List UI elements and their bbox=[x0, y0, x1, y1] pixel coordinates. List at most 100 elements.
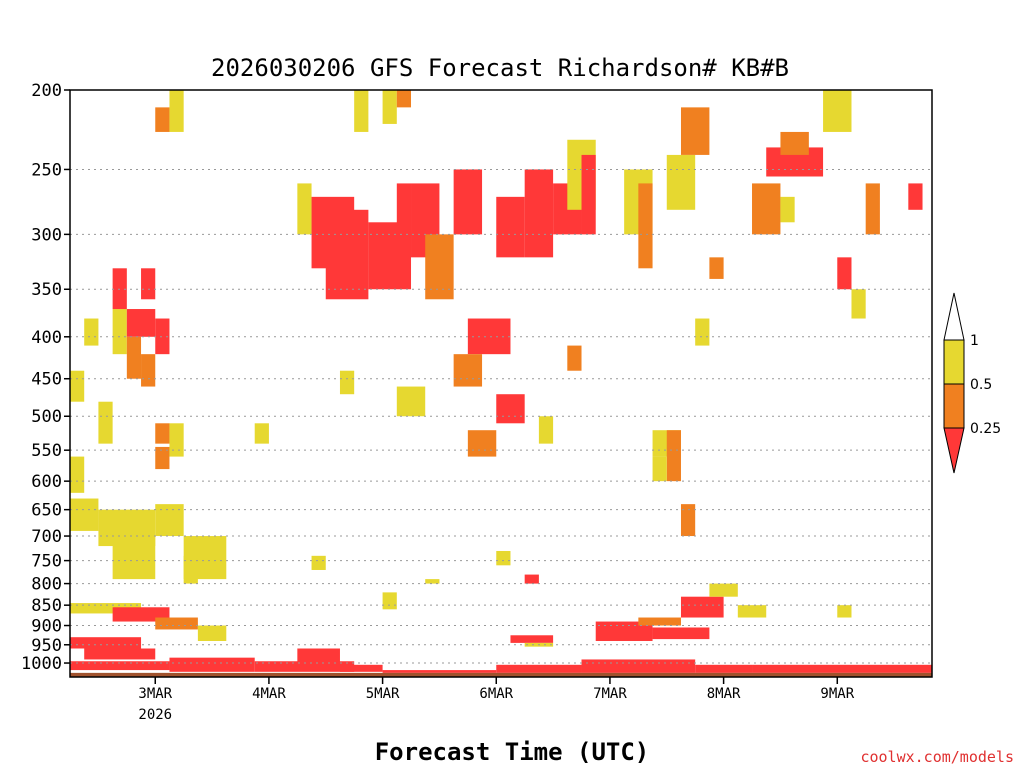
heatmap-cell-mid bbox=[638, 617, 681, 626]
heatmap-cell-high bbox=[354, 90, 369, 132]
heatmap-cell-low bbox=[581, 154, 596, 235]
heatmap-cell-high bbox=[70, 498, 99, 531]
heatmap-cell-high bbox=[695, 318, 710, 346]
y-tick-label: 200 bbox=[31, 81, 62, 101]
y-axis: 200 250 300 350 400 450 500 550 600 650 700 750 8008… bbox=[21, 81, 70, 674]
heatmap-cell-mid bbox=[453, 354, 483, 387]
y-tick-label: 850 bbox=[31, 596, 62, 616]
heatmap-cell-high bbox=[84, 318, 99, 346]
heatmap-cell-low bbox=[254, 661, 355, 672]
heatmap-cell-high bbox=[169, 90, 184, 132]
credit-text: coolwx.com/models bbox=[860, 748, 1014, 766]
heatmap-cell-high bbox=[737, 605, 767, 618]
legend-label-0.5: 0.5 bbox=[970, 377, 992, 393]
heatmap-cell-low bbox=[70, 637, 142, 649]
heatmap-cell-mid bbox=[638, 183, 653, 269]
legend-swatch-high bbox=[943, 339, 965, 385]
heatmap-cell-high bbox=[666, 154, 696, 210]
heatmap-cell-low bbox=[325, 209, 369, 300]
heatmap-cell-high bbox=[98, 401, 113, 444]
heatmap-cell-low bbox=[297, 648, 340, 664]
y-tick-label: 1000 bbox=[21, 654, 62, 674]
heatmap-cell-high bbox=[652, 456, 667, 482]
heatmap-cell-mid bbox=[141, 354, 156, 387]
heatmap-cell-low bbox=[169, 657, 255, 672]
y-tick-label: 500 bbox=[31, 407, 62, 427]
y-tick-label: 450 bbox=[31, 370, 62, 390]
y-tick-label: 300 bbox=[31, 225, 62, 245]
x-tick-label: 8MAR bbox=[707, 686, 741, 702]
heatmap-cell-low bbox=[396, 183, 412, 235]
y-tick-label: 250 bbox=[31, 160, 62, 180]
x-axis: 3MAR 2026 4MAR 5MAR 6MAR 7MAR 8MAR 9MAR bbox=[138, 677, 855, 723]
heatmap-cell-mid bbox=[155, 446, 170, 470]
heatmap-cell-low bbox=[652, 627, 710, 640]
heatmap-cell-low bbox=[695, 664, 753, 673]
plot-frame bbox=[69, 89, 933, 678]
heatmap-cell-high bbox=[254, 423, 269, 444]
heatmap-cell-mid bbox=[680, 504, 696, 537]
heatmap-cell-mid bbox=[467, 430, 497, 457]
heatmap-cell-high bbox=[780, 196, 795, 223]
heatmap-cell-high bbox=[183, 555, 198, 584]
y-tick-label: 550 bbox=[31, 441, 62, 461]
chart-title: 2026030206 GFS Forecast Richardson# KB#B bbox=[211, 54, 789, 82]
heatmap-cell-low bbox=[382, 670, 497, 673]
heatmap-cell-low bbox=[339, 664, 383, 672]
heatmap-cell-mid bbox=[680, 107, 710, 155]
heatmap-cell-high bbox=[70, 603, 142, 614]
heatmap-cell-low bbox=[524, 574, 539, 584]
legend-label-0.25: 0.25 bbox=[970, 421, 1001, 437]
x-tick-label: 3MAR bbox=[138, 686, 172, 702]
heatmap-cell-high bbox=[297, 183, 312, 235]
heatmap-cell-mid bbox=[126, 336, 142, 379]
heatmap-cell-high bbox=[823, 90, 852, 132]
heatmap-cell-high bbox=[837, 605, 852, 618]
heatmap-cell-high bbox=[851, 289, 866, 319]
y-tick-label: 950 bbox=[31, 636, 62, 656]
heatmap-cell-low bbox=[84, 648, 156, 660]
heatmap-cell-low bbox=[453, 169, 483, 235]
heatmap-cell-low bbox=[680, 596, 724, 618]
heatmap-cell-mid bbox=[567, 345, 582, 371]
heatmap-cell-low bbox=[126, 309, 156, 337]
heatmap-cell-high bbox=[311, 555, 326, 570]
y-tick-label: 700 bbox=[31, 527, 62, 547]
y-tick-label: 750 bbox=[31, 552, 62, 572]
heatmap-cell-high bbox=[197, 625, 227, 642]
heatmap-cell-mid bbox=[865, 183, 880, 235]
legend-bottom-arrow bbox=[943, 427, 965, 474]
color-legend: 1 0.5 0.25 bbox=[943, 292, 1001, 474]
heatmap-cell-low bbox=[908, 183, 923, 210]
y-tick-label: 400 bbox=[31, 328, 62, 348]
y-tick-label: 350 bbox=[31, 280, 62, 300]
legend-label-1: 1 bbox=[970, 333, 979, 349]
heatmap-cell-low bbox=[141, 268, 156, 300]
heatmap-cell-high bbox=[382, 90, 397, 124]
y-tick-label: 800 bbox=[31, 575, 62, 595]
heatmap-cell-mid bbox=[396, 90, 412, 108]
heatmap-cell-mid bbox=[666, 430, 681, 482]
heatmap-cell-low bbox=[112, 268, 127, 310]
heatmap-cell-low bbox=[581, 659, 696, 673]
heatmap-cell-high bbox=[396, 386, 426, 417]
legend-top-arrow bbox=[943, 292, 965, 341]
heatmap-cell-high bbox=[425, 579, 440, 584]
plot-background bbox=[70, 90, 932, 677]
heatmap-cell-mid bbox=[709, 257, 724, 279]
heatmap-cell-low bbox=[155, 318, 170, 355]
heatmap-cell-high bbox=[382, 592, 397, 610]
heatmap-cell-low bbox=[595, 621, 653, 642]
heatmap-cell-high bbox=[112, 536, 156, 580]
x-axis-label: Forecast Time (UTC) bbox=[375, 738, 650, 766]
heatmap-cell-low bbox=[752, 664, 932, 673]
legend-swatch-mid bbox=[943, 383, 965, 429]
x-tick-label: 5MAR bbox=[366, 686, 400, 702]
plot-area bbox=[69, 89, 933, 678]
y-tick-label: 600 bbox=[31, 472, 62, 492]
heatmap-cell-high bbox=[70, 370, 85, 402]
heatmap-cell-low bbox=[70, 661, 170, 671]
heatmap-cell-high bbox=[709, 583, 738, 597]
heatmap-cell-high bbox=[538, 416, 554, 444]
